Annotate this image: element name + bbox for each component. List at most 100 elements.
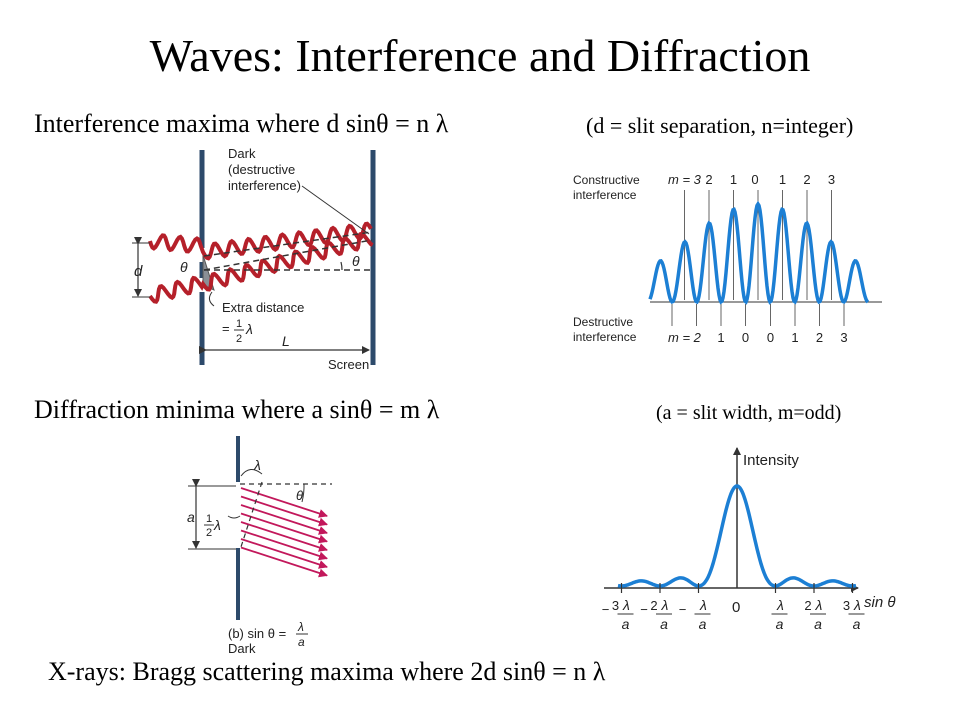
constructive-label-line-2: interference xyxy=(573,188,637,202)
tick-sign-1: − xyxy=(640,602,648,617)
tick-coef-5: 3 xyxy=(843,598,850,613)
tick-sign-2: − xyxy=(679,602,687,617)
single-slit-caption: (b) sin θ = xyxy=(228,626,286,641)
half-lambda-single: λ xyxy=(213,517,221,533)
tick-sign-0: − xyxy=(602,602,610,617)
extra-distance-leader xyxy=(208,291,215,307)
single-slit-figure: θ λ a 1 2 λ (b) sin θ = λ a Dark xyxy=(187,436,332,656)
half-denominator: 2 xyxy=(236,333,242,345)
extra-distance-label: Extra distance xyxy=(222,300,304,315)
diffracted-ray-0 xyxy=(240,487,328,518)
page-title: Waves: Interference and Diffraction xyxy=(149,30,811,81)
bottom-order-labels: m = 2 1 0 0 1 2 3 xyxy=(668,330,848,345)
top-order-label-3: 0 xyxy=(751,172,758,187)
ray-upper-dashed xyxy=(203,231,373,257)
tick-num-4: λ xyxy=(815,597,823,613)
top-order-label-4: 1 xyxy=(779,172,786,187)
diffraction-note: (a = slit width, m=odd) xyxy=(656,402,842,424)
dark-label-line-3: interference) xyxy=(228,178,301,193)
destructive-label-line-2: interference xyxy=(573,330,637,344)
caption-numerator: λ xyxy=(297,620,304,634)
interference-note: (d = slit separation, n=integer) xyxy=(586,113,854,138)
diffracted-ray-5 xyxy=(240,529,328,561)
tick-num-3: λ xyxy=(776,597,784,613)
top-order-label-6: 3 xyxy=(828,172,835,187)
intensity-axis-label: Intensity xyxy=(743,452,799,469)
lambda-label-single: λ xyxy=(253,457,261,473)
diffracted-ray-7 xyxy=(240,546,328,578)
top-order-label-0: m = 3 xyxy=(668,172,702,187)
tick-den-1: a xyxy=(660,616,668,632)
constructive-label-line-1: Constructive xyxy=(573,173,640,187)
ray-lower-dashed xyxy=(203,239,373,271)
theta-label-slit: θ xyxy=(180,259,188,275)
tick-den-5: a xyxy=(853,616,861,632)
upper-wave xyxy=(148,221,373,261)
bottom-order-label-4: 1 xyxy=(791,330,798,345)
bottom-order-label-6: 3 xyxy=(840,330,847,345)
lambda-brace xyxy=(240,469,263,477)
tick-coef-0: 3 xyxy=(612,598,619,613)
order-guides xyxy=(671,190,845,326)
bottom-order-label-3: 0 xyxy=(767,330,774,345)
half-equals: = xyxy=(222,321,230,336)
tick-den-3: a xyxy=(776,616,784,632)
caption-denominator: a xyxy=(298,635,305,649)
half-lambda: λ xyxy=(245,321,253,337)
diffracted-ray-2 xyxy=(240,504,328,535)
diffracted-ray-1 xyxy=(240,495,328,527)
lower-wave xyxy=(148,231,374,304)
diffracted-rays xyxy=(240,487,328,578)
theta-label-single: θ xyxy=(296,488,303,503)
dark-label-line-1: Dark xyxy=(228,146,256,161)
top-order-label-5: 2 xyxy=(803,172,810,187)
dark-leader xyxy=(301,185,370,235)
theta-arc-single xyxy=(301,483,305,503)
bottom-order-label-2: 0 xyxy=(742,330,749,345)
half-numerator: 1 xyxy=(236,318,242,330)
xray-statement: X-rays: Bragg scattering maxima where 2d… xyxy=(48,657,606,686)
tick-den-2: a xyxy=(699,616,707,632)
diffracted-ray-3 xyxy=(240,512,328,544)
theta-label-screen: θ xyxy=(352,253,360,269)
tick-num-1: λ xyxy=(661,597,669,613)
bottom-order-label-1: 1 xyxy=(717,330,724,345)
interference-intensity-curve xyxy=(648,200,870,305)
tick-num-5: λ xyxy=(853,597,861,613)
tick-coef-4: 2 xyxy=(804,598,811,613)
a-label: a xyxy=(187,509,195,525)
interference-pattern: Constructive interference Destructive in… xyxy=(573,172,882,345)
wavefront-dashed xyxy=(239,481,263,551)
theta-arc xyxy=(340,261,343,271)
screen-label: Screen xyxy=(328,357,369,372)
bottom-order-label-5: 2 xyxy=(816,330,823,345)
dark-label-line-2: (destructive xyxy=(228,162,295,177)
top-order-label-2: 1 xyxy=(730,172,737,187)
tick-num-2: λ xyxy=(699,597,707,613)
diffraction-intensity-curve xyxy=(617,484,857,588)
L-label: L xyxy=(282,333,290,349)
destructive-label-line-1: Destructive xyxy=(573,315,633,329)
dark-label-single: Dark xyxy=(228,641,256,656)
sin-theta-axis-label: sin θ xyxy=(864,594,895,611)
tick-den-4: a xyxy=(814,616,822,632)
diffracted-ray-4 xyxy=(240,521,328,552)
half-lambda-brace xyxy=(227,515,241,519)
half-numerator-single: 1 xyxy=(206,513,212,525)
d-label: d xyxy=(134,263,143,280)
tick-num-0: λ xyxy=(622,597,630,613)
double-slit-figure: d θ θ Dark (destructive interference) Ex… xyxy=(132,146,376,372)
zero-tick-label: 0 xyxy=(732,599,740,616)
tick-den-0: a xyxy=(622,616,630,632)
bottom-order-label-0: m = 2 xyxy=(668,330,702,345)
diffraction-statement: Diffraction minima where a sinθ = m λ xyxy=(34,395,440,424)
tick-coef-1: 2 xyxy=(650,598,657,613)
diffracted-ray-6 xyxy=(240,538,328,569)
top-order-label-1: 2 xyxy=(705,172,712,187)
half-denominator-single: 2 xyxy=(206,527,212,539)
interference-statement: Interference maxima where d sinθ = n λ xyxy=(34,109,449,138)
